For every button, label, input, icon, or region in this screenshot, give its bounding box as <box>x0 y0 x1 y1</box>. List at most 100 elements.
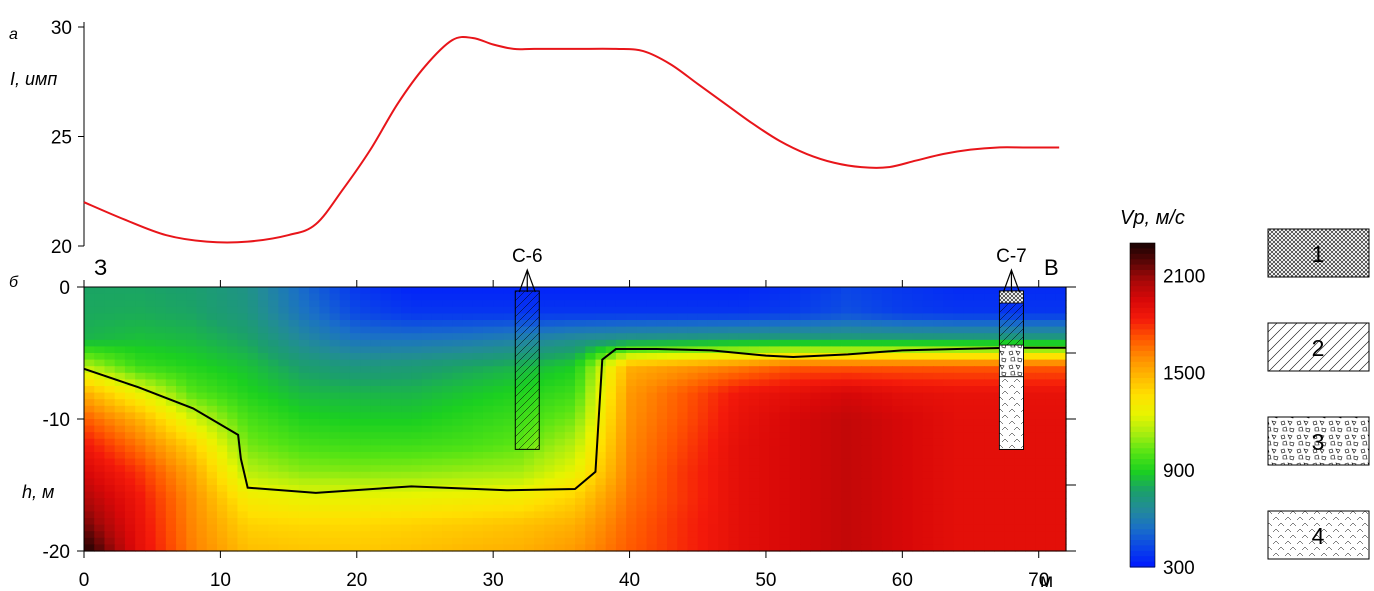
vp-cell <box>810 518 822 526</box>
vp-cell <box>298 320 310 328</box>
vp-cell <box>840 346 852 354</box>
vp-cell <box>861 320 873 328</box>
vp-cell <box>697 544 709 552</box>
vp-cell <box>503 485 515 493</box>
vp-cell <box>953 425 965 433</box>
vp-cell <box>769 333 781 341</box>
vp-cell <box>268 511 279 519</box>
vp-cell <box>1045 293 1057 301</box>
vp-cell <box>718 372 730 380</box>
vp-cell <box>472 366 484 374</box>
vp-cell <box>452 353 464 361</box>
vp-cell <box>431 452 443 460</box>
vp-cell <box>1025 339 1036 347</box>
vp-cell <box>503 386 515 394</box>
vp-cell <box>370 478 382 486</box>
vp-cell <box>349 544 361 552</box>
vp-cell <box>994 511 1006 519</box>
vp-cell <box>329 399 341 407</box>
vp-cell <box>380 386 392 394</box>
vp-cell <box>902 339 914 347</box>
vp-cell <box>94 320 106 328</box>
vp-cell <box>319 425 331 433</box>
vp-cell <box>155 511 167 519</box>
borehole-rig-icon <box>1002 268 1021 293</box>
vp-cell <box>84 511 95 519</box>
vp-cell <box>329 524 341 532</box>
vp-cell <box>922 386 934 394</box>
vp-cell <box>84 320 95 328</box>
colorbar-segment <box>1130 534 1155 541</box>
vp-cell <box>922 300 934 308</box>
vp-cell <box>871 511 883 519</box>
vp-cell <box>135 293 146 301</box>
vp-cell <box>431 518 443 526</box>
vp-cell <box>114 306 126 314</box>
vp-cell <box>145 399 157 407</box>
vp-cell <box>789 293 801 301</box>
vp-cell <box>575 491 586 499</box>
vp-cell <box>687 366 699 374</box>
vp-cell <box>595 478 607 486</box>
vp-cell <box>319 326 331 334</box>
colorbar-segment <box>1130 556 1155 563</box>
vp-cell <box>820 511 832 519</box>
vp-cell <box>963 405 975 413</box>
vp-cell <box>482 287 494 295</box>
vp-cell <box>667 405 678 413</box>
vp-cell <box>1025 392 1036 400</box>
vp-cell <box>615 425 627 433</box>
vp-cell <box>933 366 944 374</box>
vp-cell <box>237 478 249 486</box>
vp-cell <box>933 399 944 407</box>
vp-cell <box>84 306 95 314</box>
vp-cell <box>748 287 760 295</box>
vp-cell <box>411 313 423 321</box>
vp-cell <box>973 287 985 295</box>
vp-cell <box>585 405 597 413</box>
vp-cell <box>442 392 453 400</box>
vp-cell <box>165 293 177 301</box>
vp-cell <box>667 465 678 473</box>
vp-cell <box>186 320 198 328</box>
vp-cell <box>605 353 617 361</box>
vp-cell <box>912 326 924 334</box>
vp-cell <box>472 339 484 347</box>
vp-cell <box>493 524 504 532</box>
vp-cell <box>605 537 617 545</box>
vp-cell <box>155 537 167 545</box>
vp-cell <box>452 452 464 460</box>
vp-cell <box>329 339 341 347</box>
vp-cell <box>943 386 955 394</box>
vp-cell <box>288 399 300 407</box>
vp-cell <box>442 458 453 466</box>
vp-cell <box>401 438 412 446</box>
vp-cell <box>564 458 576 466</box>
vp-cell <box>135 346 146 354</box>
vp-cell <box>482 333 494 341</box>
vp-cell <box>411 346 423 354</box>
vp-cell <box>176 471 187 479</box>
vp-cell <box>268 287 279 295</box>
vp-cell <box>247 432 259 440</box>
vp-cell <box>820 366 832 374</box>
vp-cell <box>728 425 740 433</box>
vp-cell <box>759 498 770 506</box>
vp-cell <box>145 438 157 446</box>
vp-cell <box>1045 544 1057 552</box>
vp-cell <box>114 445 126 453</box>
vp-cell <box>493 458 504 466</box>
vp-cell <box>176 478 187 486</box>
vp-cell <box>769 531 781 539</box>
vp-cell <box>1014 471 1026 479</box>
vp-cell <box>697 412 709 420</box>
vp-cell <box>933 425 944 433</box>
vp-cell <box>442 445 453 453</box>
vp-cell <box>257 518 269 526</box>
vp-cell <box>892 379 903 387</box>
vp-cell <box>830 306 842 314</box>
vp-cell <box>759 379 770 387</box>
colorbar-tick-label: 1500 <box>1163 364 1205 385</box>
vp-cell <box>667 531 678 539</box>
